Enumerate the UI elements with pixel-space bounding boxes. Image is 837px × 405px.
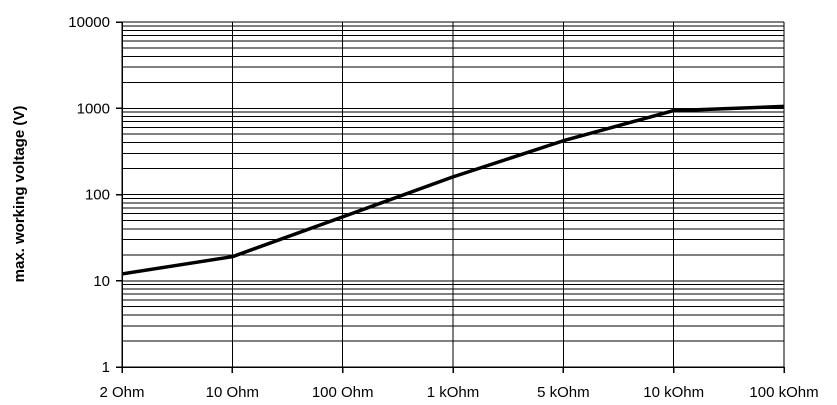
x-tick-label: 10 kOhm (643, 384, 704, 401)
series-layer (121, 104, 785, 276)
y-tick-labels: 1 10 100 1000 10000 (68, 14, 110, 376)
y-tick-label: 10 (93, 273, 110, 290)
y-axis-title: max. working voltage (V) (11, 106, 28, 283)
y-tick-label: 1 (102, 359, 110, 376)
x-tick-label: 10 Ohm (206, 384, 259, 401)
x-tick-label: 100 Ohm (312, 384, 374, 401)
y-tick-label: 1000 (77, 100, 110, 117)
x-tick-label: 100 kOhm (749, 384, 818, 401)
x-tick-label: 2 Ohm (99, 384, 144, 401)
x-tick-label: 1 kOhm (427, 384, 480, 401)
y-tick-label: 100 (85, 187, 110, 204)
x-tick-label: 5 kOhm (537, 384, 590, 401)
y-tick-label: 10000 (68, 14, 110, 31)
x-tick-labels: 2 Ohm 10 Ohm 100 Ohm 1 kOhm 5 kOhm 10 kOhm 100… (99, 384, 818, 401)
grid-lines (122, 21, 785, 368)
axes (116, 21, 785, 373)
